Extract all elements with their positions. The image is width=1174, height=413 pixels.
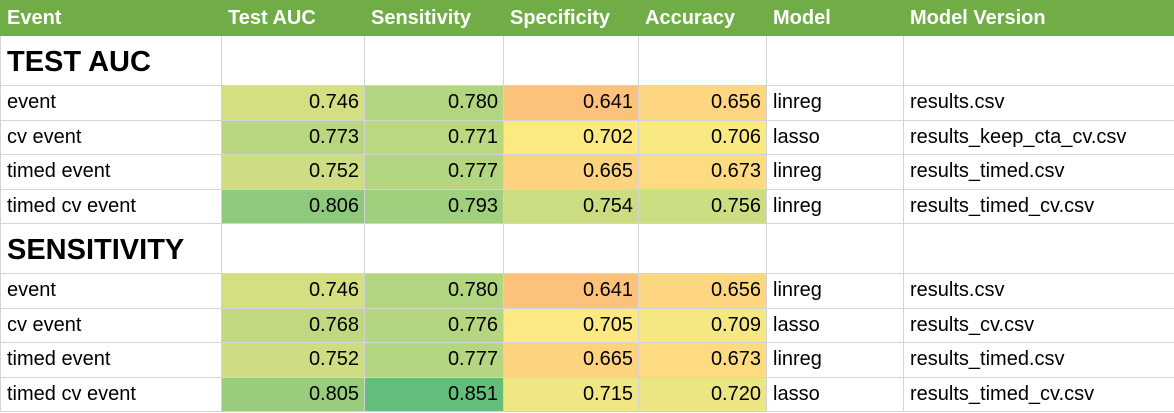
empty-cell[interactable]	[221, 223, 365, 274]
model-cell[interactable]: linreg	[766, 273, 904, 309]
spec-cell[interactable]: 0.705	[503, 307, 639, 343]
event-cell[interactable]: timed cv event	[0, 188, 222, 224]
table-row: timed cv event 0.805 0.851 0.715 0.720 lasso r…	[0, 376, 1174, 412]
table-row: cv event 0.773 0.771 0.702 0.706 lasso results…	[0, 119, 1174, 155]
header-event[interactable]: Event	[0, 0, 222, 36]
sens-cell[interactable]: 0.777	[364, 342, 504, 378]
auc-cell[interactable]: 0.746	[221, 273, 365, 309]
model-version-cell[interactable]: results_timed.csv	[903, 154, 1174, 190]
spec-cell[interactable]: 0.641	[503, 85, 639, 121]
spec-cell[interactable]: 0.641	[503, 273, 639, 309]
empty-cell[interactable]	[903, 223, 1174, 274]
empty-cell[interactable]	[903, 35, 1174, 86]
model-version-cell[interactable]: results.csv	[903, 273, 1174, 309]
header-test-auc[interactable]: Test AUC	[221, 0, 365, 36]
auc-cell[interactable]: 0.805	[221, 376, 365, 412]
acc-cell[interactable]: 0.673	[638, 154, 767, 190]
acc-cell[interactable]: 0.709	[638, 307, 767, 343]
model-version-cell[interactable]: results_timed_cv.csv	[903, 376, 1174, 412]
acc-cell[interactable]: 0.720	[638, 376, 767, 412]
table-row: event 0.746 0.780 0.641 0.656 linreg results.c…	[0, 273, 1174, 309]
header-sensitivity[interactable]: Sensitivity	[364, 0, 504, 36]
model-cell[interactable]: lasso	[766, 376, 904, 412]
section-row: SENSITIVITY	[0, 223, 1174, 274]
spec-cell[interactable]: 0.665	[503, 342, 639, 378]
sens-cell[interactable]: 0.777	[364, 154, 504, 190]
model-version-cell[interactable]: results_timed.csv	[903, 342, 1174, 378]
section-row: TEST AUC	[0, 35, 1174, 86]
empty-cell[interactable]	[503, 223, 639, 274]
header-model[interactable]: Model	[766, 0, 904, 36]
header-accuracy[interactable]: Accuracy	[638, 0, 767, 36]
model-cell[interactable]: lasso	[766, 119, 904, 155]
empty-cell[interactable]	[221, 35, 365, 86]
empty-cell[interactable]	[766, 223, 904, 274]
header-specificity[interactable]: Specificity	[503, 0, 639, 36]
spec-cell[interactable]: 0.754	[503, 188, 639, 224]
spec-cell[interactable]: 0.702	[503, 119, 639, 155]
model-version-cell[interactable]: results_cv.csv	[903, 307, 1174, 343]
empty-cell[interactable]	[766, 35, 904, 86]
model-cell[interactable]: linreg	[766, 342, 904, 378]
acc-cell[interactable]: 0.656	[638, 85, 767, 121]
event-cell[interactable]: timed cv event	[0, 376, 222, 412]
empty-cell[interactable]	[364, 223, 504, 274]
sens-cell[interactable]: 0.776	[364, 307, 504, 343]
model-cell[interactable]: linreg	[766, 188, 904, 224]
empty-cell[interactable]	[503, 35, 639, 86]
header-model-version[interactable]: Model Version	[903, 0, 1174, 36]
model-cell[interactable]: linreg	[766, 85, 904, 121]
table-row: cv event 0.768 0.776 0.705 0.709 lasso results…	[0, 307, 1174, 343]
sens-cell[interactable]: 0.851	[364, 376, 504, 412]
auc-cell[interactable]: 0.752	[221, 342, 365, 378]
header-row: Event Test AUC Sensitivity Specificity A…	[0, 0, 1174, 36]
model-version-cell[interactable]: results_keep_cta_cv.csv	[903, 119, 1174, 155]
acc-cell[interactable]: 0.656	[638, 273, 767, 309]
sens-cell[interactable]: 0.780	[364, 85, 504, 121]
auc-cell[interactable]: 0.752	[221, 154, 365, 190]
event-cell[interactable]: timed event	[0, 342, 222, 378]
table-row: timed event 0.752 0.777 0.665 0.673 linreg res…	[0, 154, 1174, 190]
empty-cell[interactable]	[638, 35, 767, 86]
event-cell[interactable]: cv event	[0, 307, 222, 343]
event-cell[interactable]: cv event	[0, 119, 222, 155]
auc-cell[interactable]: 0.768	[221, 307, 365, 343]
empty-cell[interactable]	[364, 35, 504, 86]
event-cell[interactable]: event	[0, 85, 222, 121]
event-cell[interactable]: timed event	[0, 154, 222, 190]
spec-cell[interactable]: 0.715	[503, 376, 639, 412]
auc-cell[interactable]: 0.773	[221, 119, 365, 155]
table-row: event 0.746 0.780 0.641 0.656 linreg results.c…	[0, 85, 1174, 121]
table-row: timed cv event 0.806 0.793 0.754 0.756 linreg…	[0, 188, 1174, 224]
empty-cell[interactable]	[638, 223, 767, 274]
sens-cell[interactable]: 0.780	[364, 273, 504, 309]
acc-cell[interactable]: 0.706	[638, 119, 767, 155]
acc-cell[interactable]: 0.756	[638, 188, 767, 224]
model-cell[interactable]: linreg	[766, 154, 904, 190]
spec-cell[interactable]: 0.665	[503, 154, 639, 190]
sens-cell[interactable]: 0.793	[364, 188, 504, 224]
model-cell[interactable]: lasso	[766, 307, 904, 343]
acc-cell[interactable]: 0.673	[638, 342, 767, 378]
event-cell[interactable]: event	[0, 273, 222, 309]
section-title[interactable]: SENSITIVITY	[0, 223, 222, 274]
auc-cell[interactable]: 0.806	[221, 188, 365, 224]
auc-cell[interactable]: 0.746	[221, 85, 365, 121]
section-title[interactable]: TEST AUC	[0, 35, 222, 86]
model-version-cell[interactable]: results_timed_cv.csv	[903, 188, 1174, 224]
sens-cell[interactable]: 0.771	[364, 119, 504, 155]
model-version-cell[interactable]: results.csv	[903, 85, 1174, 121]
table-row: timed event 0.752 0.777 0.665 0.673 linreg res…	[0, 342, 1174, 378]
